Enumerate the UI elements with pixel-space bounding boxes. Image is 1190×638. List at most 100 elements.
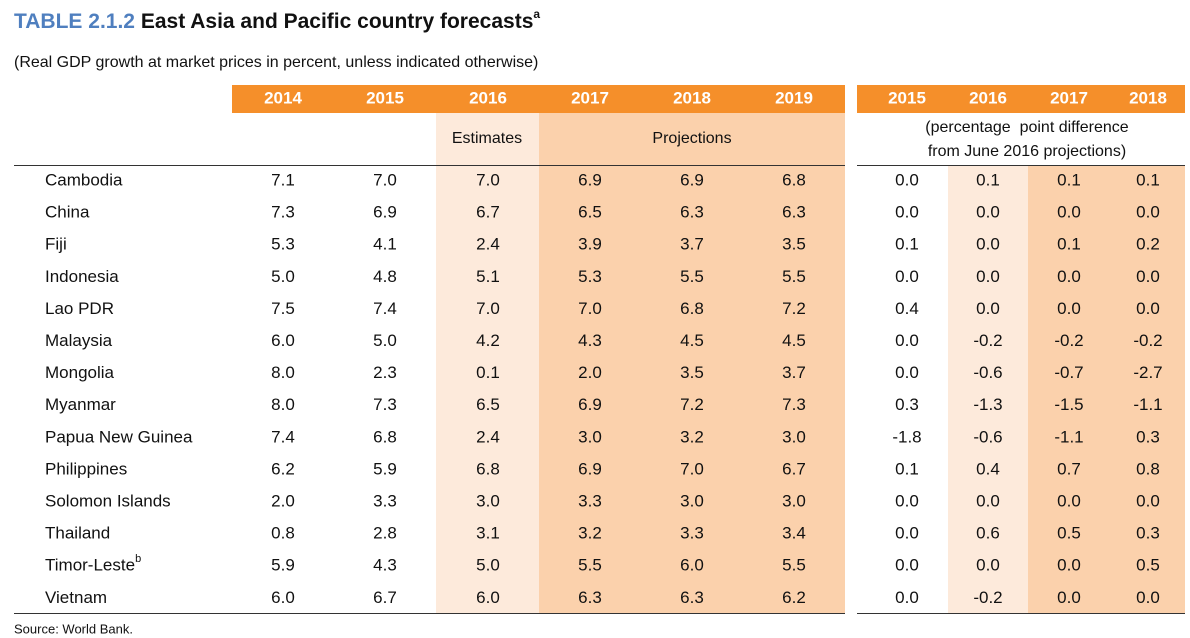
diff-cell: 0.0: [976, 491, 1000, 510]
cell: 2.4: [476, 427, 500, 446]
cell: 3.2: [578, 524, 602, 543]
diff-cell: 0.0: [1057, 267, 1081, 286]
cell: 6.3: [680, 203, 704, 222]
cell: 6.9: [578, 170, 602, 189]
diff-cell: 0.0: [895, 363, 919, 382]
cell: 5.5: [782, 267, 806, 286]
cell: 6.3: [782, 203, 806, 222]
diff-dark-shade: [1028, 165, 1185, 613]
cell: 6.0: [680, 556, 704, 575]
diff-cell: 0.6: [976, 524, 1000, 543]
source: Source: World Bank.: [14, 621, 133, 636]
diff-cell: 0.0: [1057, 588, 1081, 607]
cell: 3.2: [680, 427, 704, 446]
cell: 3.0: [578, 427, 602, 446]
cell: 6.8: [373, 427, 397, 446]
year-header: 2018: [673, 88, 711, 107]
cell: 6.5: [476, 395, 500, 414]
diff-cell: -1.3: [973, 395, 1002, 414]
diff-cell: 0.0: [895, 588, 919, 607]
diff-cell: 0.1: [895, 235, 919, 254]
diff-cell: -0.2: [1054, 331, 1083, 350]
diff-cell: 0.0: [976, 235, 1000, 254]
diff-cell: 0.0: [895, 524, 919, 543]
country-name: Indonesia: [45, 267, 119, 286]
diff-year-header: 2018: [1129, 88, 1167, 107]
diff-cell: 0.1: [976, 170, 1000, 189]
cell: 4.3: [373, 556, 397, 575]
cell: 6.9: [373, 203, 397, 222]
diff-cell: 0.0: [976, 556, 1000, 575]
cell: 6.0: [271, 331, 295, 350]
projections-shade: [539, 113, 845, 613]
cell: 5.1: [476, 267, 500, 286]
table-number: TABLE 2.1.2: [14, 10, 135, 33]
diff-year-header: 2015: [888, 88, 926, 107]
diff-cell: 0.8: [1136, 459, 1160, 478]
cell: 7.0: [373, 170, 397, 189]
diff-cell: 0.5: [1057, 524, 1081, 543]
cell: 5.9: [271, 556, 295, 575]
cell: 2.8: [373, 524, 397, 543]
diff-cell: 0.1: [1057, 170, 1081, 189]
cell: 2.3: [373, 363, 397, 382]
cell: 7.0: [476, 299, 500, 318]
diff-year-header: 2016: [969, 88, 1007, 107]
cell: 7.3: [271, 203, 295, 222]
diff-cell: 0.0: [1136, 299, 1160, 318]
diff-cell: 0.0: [1057, 299, 1081, 318]
diff-cell: -1.1: [1054, 427, 1083, 446]
country-name: Timor-Lesteb: [45, 553, 141, 575]
cell: 3.0: [782, 427, 806, 446]
cell: 4.2: [476, 331, 500, 350]
cell: 0.8: [271, 524, 295, 543]
cell: 5.5: [782, 556, 806, 575]
cell: 6.7: [373, 588, 397, 607]
diff-note: from June 2016 projections): [928, 143, 1126, 160]
title: TABLE 2.1.2 East Asia and Pacific countr…: [14, 7, 540, 32]
diff-cell: 0.4: [895, 299, 919, 318]
country-name: China: [45, 203, 90, 222]
cell: 6.2: [271, 459, 295, 478]
cell: 8.0: [271, 363, 295, 382]
cell: 7.0: [578, 299, 602, 318]
diff-cell: 0.0: [1136, 203, 1160, 222]
cell: 0.1: [476, 363, 500, 382]
projections-label: Projections: [652, 130, 731, 147]
cell: 6.7: [782, 459, 806, 478]
diff-cell: -0.2: [973, 588, 1002, 607]
cell: 6.0: [271, 588, 295, 607]
diff-year-header: 2017: [1050, 88, 1088, 107]
cell: 6.9: [578, 459, 602, 478]
diff-cell: 0.7: [1057, 459, 1081, 478]
country-name: Solomon Islands: [45, 491, 171, 510]
diff-cell: -1.8: [892, 427, 921, 446]
country-name: Myanmar: [45, 395, 116, 414]
cell: 3.5: [782, 235, 806, 254]
cell: 7.2: [680, 395, 704, 414]
diff-cell: 0.0: [1136, 588, 1160, 607]
diff-cell: 0.3: [1136, 524, 1160, 543]
country-name: Thailand: [45, 524, 110, 543]
diff-cell: -0.6: [973, 363, 1002, 382]
cell: 6.3: [680, 588, 704, 607]
diff-cell: 0.0: [976, 299, 1000, 318]
cell: 7.3: [782, 395, 806, 414]
cell: 4.3: [578, 331, 602, 350]
cell: 4.5: [782, 331, 806, 350]
cell: 4.1: [373, 235, 397, 254]
diff-cell: -1.5: [1054, 395, 1083, 414]
cell: 4.8: [373, 267, 397, 286]
cell: 6.3: [578, 588, 602, 607]
year-header: 2014: [264, 88, 302, 107]
diff-cell: -2.7: [1133, 363, 1162, 382]
diff-cell: -0.6: [973, 427, 1002, 446]
footnote-mark: a: [533, 7, 540, 21]
cell: 3.7: [782, 363, 806, 382]
cell: 5.3: [578, 267, 602, 286]
cell: 3.0: [782, 491, 806, 510]
country-name: Philippines: [45, 459, 127, 478]
estimates-label: Estimates: [452, 130, 522, 147]
cell: 3.5: [680, 363, 704, 382]
diff-cell: 0.0: [976, 203, 1000, 222]
